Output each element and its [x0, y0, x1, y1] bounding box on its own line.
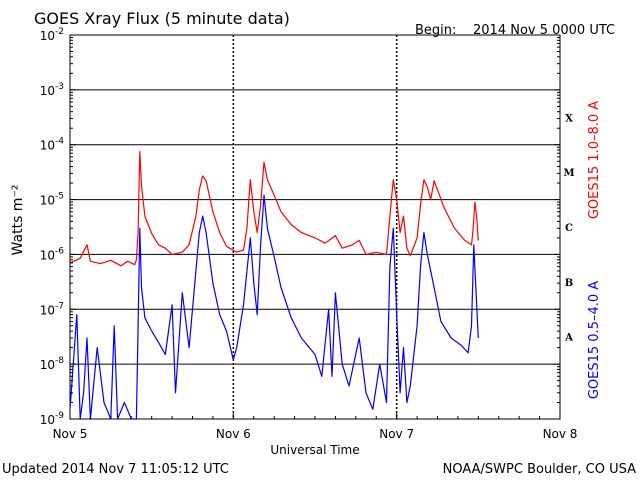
y-tick-label: 10-9: [40, 411, 65, 427]
x-tick-label: Nov 5: [53, 427, 88, 441]
series-layer: [69, 151, 479, 420]
x-tick-label: Nov 6: [216, 427, 251, 441]
y-tick-label: 10-4: [40, 137, 65, 153]
flare-class-label: M: [563, 168, 574, 179]
x-tick-label: Nov 7: [379, 427, 414, 441]
x-tick-label: Nov 8: [543, 427, 578, 441]
y-tick-label: 10-5: [40, 192, 64, 208]
begin-value: 2014 Nov 5 0000 UTC: [473, 23, 615, 38]
updated-timestamp: Updated 2014 Nov 7 11:05:12 UTC: [2, 462, 229, 477]
axes: 10-9 10-8 10-7 10-6 10-5 10-4 10-3 10-2 Nov 5 Nov…: [40, 27, 578, 441]
short-channel-label: GOES15 0.5–4.0 A: [587, 281, 602, 399]
y-axis-title: Watts m⁻²: [10, 185, 26, 256]
flare-class-label: C: [565, 223, 573, 234]
y-tick-label: 10-6: [40, 246, 65, 262]
series-line: [69, 151, 479, 267]
series-line: [69, 194, 479, 420]
x-axis-title: Universal Time: [270, 443, 359, 457]
begin-label: Begin:: [415, 23, 456, 38]
plot-frame: [69, 34, 561, 420]
flare-class-label: B: [565, 278, 573, 289]
source-credit: NOAA/SWPC Boulder, CO USA: [443, 462, 636, 477]
flare-class-label: A: [564, 333, 573, 344]
y-tick-label: 10-3: [40, 82, 64, 98]
y-tick-label: 10-7: [40, 301, 64, 317]
long-channel-label: GOES15 1.0–8.0 A: [587, 101, 602, 219]
grid: [70, 35, 560, 419]
chart-title: GOES Xray Flux (5 minute data): [34, 9, 290, 28]
y-tick-label: 10-8: [40, 356, 65, 372]
y-tick-label: 10-2: [40, 27, 64, 43]
flare-class-label: X: [565, 113, 573, 124]
